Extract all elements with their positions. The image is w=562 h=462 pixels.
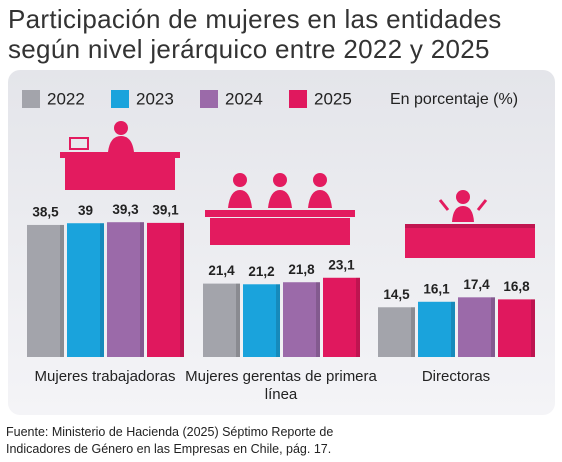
bar-shade <box>140 222 144 357</box>
bar-shade <box>236 283 240 357</box>
value-label: 39,1 <box>152 202 179 217</box>
legend-label: 2023 <box>136 89 174 108</box>
bar <box>203 283 240 357</box>
bar <box>323 277 360 357</box>
value-label: 21,2 <box>248 264 274 279</box>
value-label: 14,5 <box>383 287 410 302</box>
bar <box>283 282 320 357</box>
value-label: 38,5 <box>32 205 59 220</box>
value-label: 17,4 <box>463 277 490 292</box>
value-label: 39,3 <box>112 202 139 217</box>
bar <box>243 284 280 357</box>
icons <box>60 121 535 258</box>
source-note: Fuente: Ministerio de Hacienda (2025) Sé… <box>6 425 334 456</box>
legend-swatch <box>22 90 40 108</box>
value-label: 21,4 <box>208 263 235 278</box>
category-label: Mujeres trabajadoras <box>34 368 176 385</box>
bar <box>378 307 415 357</box>
category-label: Mujeres gerentas de primera línea <box>185 368 377 403</box>
bar-shade <box>316 282 320 357</box>
bar <box>147 222 184 357</box>
bar-shade <box>100 223 104 357</box>
bar <box>498 299 535 357</box>
unit-note: En porcentaje (%) <box>390 91 518 108</box>
bar-shade <box>180 222 184 357</box>
category-label: Directoras <box>421 368 491 385</box>
value-label: 39 <box>78 203 93 218</box>
bar <box>418 301 455 357</box>
bar-shade <box>411 307 415 357</box>
value-label: 16,1 <box>423 281 450 296</box>
bar-shade <box>531 299 535 357</box>
value-label: 23,1 <box>328 257 355 272</box>
bar-shade <box>356 277 360 357</box>
bar <box>107 222 144 357</box>
bar-shade <box>491 297 495 357</box>
bar-shade <box>60 224 64 357</box>
value-label: 21,8 <box>288 262 315 277</box>
legend-swatch <box>200 90 218 108</box>
bar-shade <box>451 301 455 357</box>
bar <box>27 224 64 357</box>
legend-label: 2024 <box>225 89 263 108</box>
legend-label: 2025 <box>314 89 352 108</box>
value-label: 16,8 <box>503 279 530 294</box>
bar-shade <box>276 284 280 357</box>
legend-swatch <box>111 90 129 108</box>
chart-title: Participación de mujeres en las entidade… <box>8 4 502 64</box>
bar <box>67 223 104 357</box>
legend-swatch <box>289 90 307 108</box>
bar <box>458 297 495 357</box>
legend-label: 2022 <box>47 89 85 108</box>
